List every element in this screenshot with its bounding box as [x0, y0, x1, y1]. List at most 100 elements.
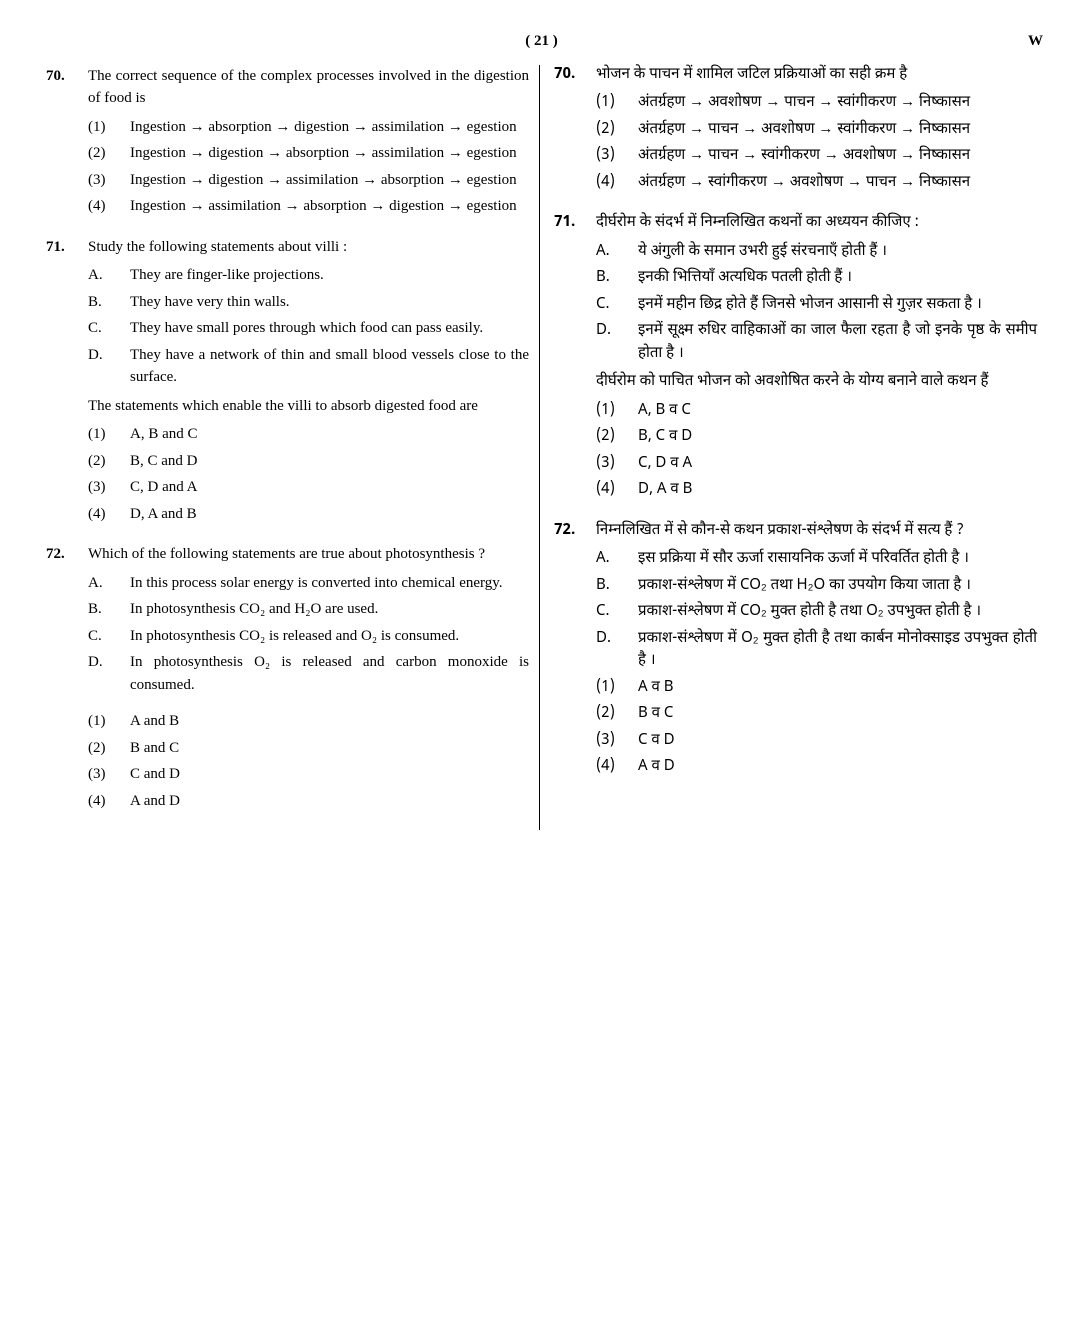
option-text: B and C — [130, 737, 529, 760]
question-body: The correct sequence of the complex proc… — [88, 65, 529, 222]
statement-text: They have small pores through which food… — [130, 317, 529, 340]
question-stem: Study the following statements about vil… — [88, 236, 529, 259]
option: (1)A, B and C — [88, 423, 529, 446]
option-text: C, D and A — [130, 476, 529, 499]
option-label: (1) — [596, 678, 638, 701]
sub-prompt: दीर्घरोम को पाचित भोजन को अवशोषित करने क… — [596, 372, 1037, 395]
option-text: Ingestion → absorption → digestion → ass… — [130, 116, 529, 139]
option: (2)Ingestion → digestion → absorption → … — [88, 142, 529, 165]
option-text: D, A and B — [130, 503, 529, 526]
option-label: (4) — [596, 173, 638, 196]
statement-label: B. — [88, 598, 130, 621]
statement-text: They have very thin walls. — [130, 291, 529, 314]
statement-label: A. — [88, 572, 130, 595]
option-label: (3) — [88, 169, 130, 192]
question-body: भोजन के पाचन में शामिल जटिल प्रक्रियाओं … — [596, 65, 1037, 200]
statement: B.They have very thin walls. — [88, 291, 529, 314]
option-text: अंतर्ग्रहण → अवशोषण → पाचन → स्वांगीकरण … — [638, 93, 1037, 116]
question-stem: निम्नलिखित में से कौन-से कथन प्रकाश-संश्… — [596, 521, 1037, 544]
option-label: (4) — [88, 790, 130, 813]
option-label: (4) — [88, 503, 130, 526]
option-text: B, C व D — [638, 427, 1037, 450]
option-text: A व B — [638, 678, 1037, 701]
question-71-hi: 71. दीर्घरोम के संदर्भ में निम्नलिखित कथ… — [554, 213, 1037, 507]
option: (3)अंतर्ग्रहण → पाचन → स्वांगीकरण → अवशो… — [596, 146, 1037, 169]
statement: D.In photosynthesis O₂ is released and c… — [88, 651, 529, 696]
option: (3)C, D व A — [596, 454, 1037, 477]
option-text: D, A व B — [638, 480, 1037, 503]
option-label: (3) — [88, 476, 130, 499]
page-code: W — [1003, 30, 1043, 53]
statement-label: D. — [596, 321, 638, 366]
option: (1)A and B — [88, 710, 529, 733]
option-label: (4) — [596, 757, 638, 780]
statement-text: इनमें सूक्ष्म रुधिर वाहिकाओं का जाल फैला… — [638, 321, 1037, 366]
statement-text: प्रकाश-संश्लेषण में CO₂ तथा H₂O का उपयोग… — [638, 576, 1037, 599]
statement-text: In photosynthesis CO₂ and H₂O are used. — [130, 598, 529, 621]
option-label: (3) — [596, 454, 638, 477]
statement: C.इनमें महीन छिद्र होते हैं जिनसे भोजन आ… — [596, 295, 1037, 318]
statement: A.इस प्रक्रिया में सौर ऊर्जा रासायनिक ऊर… — [596, 549, 1037, 572]
option: (1)अंतर्ग्रहण → अवशोषण → पाचन → स्वांगीक… — [596, 93, 1037, 116]
question-number: 70. — [46, 65, 88, 222]
statement-label: D. — [88, 651, 130, 696]
question-70-en: 70. The correct sequence of the complex … — [46, 65, 529, 222]
question-number: 72. — [554, 521, 596, 784]
options: (1)A, B व C (2)B, C व D (3)C, D व A (4)D… — [596, 401, 1037, 503]
option-text: C and D — [130, 763, 529, 786]
option-label: (1) — [596, 93, 638, 116]
statement: D.प्रकाश-संश्लेषण में O₂ मुक्त होती है त… — [596, 629, 1037, 674]
option-label: (1) — [596, 401, 638, 424]
option-label: (1) — [88, 710, 130, 733]
option: (4)D, A and B — [88, 503, 529, 526]
statement-label: D. — [596, 629, 638, 674]
option: (3)Ingestion → digestion → assimilation … — [88, 169, 529, 192]
option-label: (2) — [596, 120, 638, 143]
option-text: B, C and D — [130, 450, 529, 473]
statement: B.प्रकाश-संश्लेषण में CO₂ तथा H₂O का उपय… — [596, 576, 1037, 599]
statement-label: A. — [596, 242, 638, 265]
question-number: 71. — [554, 213, 596, 507]
question-71-en: 71. Study the following statements about… — [46, 236, 529, 530]
page-header: ( 21 ) W — [40, 30, 1043, 53]
statement-text: इस प्रक्रिया में सौर ऊर्जा रासायनिक ऊर्ज… — [638, 549, 1037, 572]
option-label: (2) — [596, 704, 638, 727]
question-number: 72. — [46, 543, 88, 816]
option: (1)A व B — [596, 678, 1037, 701]
option-text: B व C — [638, 704, 1037, 727]
options: (1)A and B (2)B and C (3)C and D (4)A an… — [88, 710, 529, 812]
statement: C.They have small pores through which fo… — [88, 317, 529, 340]
question-72-hi: 72. निम्नलिखित में से कौन-से कथन प्रकाश-… — [554, 521, 1037, 784]
option-text: Ingestion → digestion → absorption → ass… — [130, 142, 529, 165]
statement-label: B. — [596, 268, 638, 291]
statement: A.They are finger-like projections. — [88, 264, 529, 287]
option: (2)B and C — [88, 737, 529, 760]
question-body: दीर्घरोम के संदर्भ में निम्नलिखित कथनों … — [596, 213, 1037, 507]
option-label: (1) — [88, 423, 130, 446]
option-label: (3) — [88, 763, 130, 786]
option-label: (2) — [88, 737, 130, 760]
statement-text: प्रकाश-संश्लेषण में CO₂ मुक्त होती है तथ… — [638, 602, 1037, 625]
page-number: ( 21 ) — [80, 30, 1003, 53]
statement-text: In photosynthesis CO₂ is released and O₂… — [130, 625, 529, 648]
option-text: अंतर्ग्रहण → पाचन → स्वांगीकरण → अवशोषण … — [638, 146, 1037, 169]
statement-text: इनकी भित्तियाँ अत्यधिक पतली होती हैं । — [638, 268, 1037, 291]
option-text: अंतर्ग्रहण → पाचन → अवशोषण → स्वांगीकरण … — [638, 120, 1037, 143]
statement: C.In photosynthesis CO₂ is released and … — [88, 625, 529, 648]
question-stem: दीर्घरोम के संदर्भ में निम्नलिखित कथनों … — [596, 213, 1037, 236]
statement: B.इनकी भित्तियाँ अत्यधिक पतली होती हैं । — [596, 268, 1037, 291]
statement-label: A. — [88, 264, 130, 287]
option: (3)C व D — [596, 731, 1037, 754]
question-72-en: 72. Which of the following statements ar… — [46, 543, 529, 816]
two-column-layout: 70. The correct sequence of the complex … — [40, 65, 1043, 831]
option-label: (4) — [596, 480, 638, 503]
option-text: A and D — [130, 790, 529, 813]
option-label: (2) — [596, 427, 638, 450]
options: (1)A व B (2)B व C (3)C व D (4)A व D — [596, 678, 1037, 780]
option: (3)C and D — [88, 763, 529, 786]
statement: D.इनमें सूक्ष्म रुधिर वाहिकाओं का जाल फै… — [596, 321, 1037, 366]
question-body: निम्नलिखित में से कौन-से कथन प्रकाश-संश्… — [596, 521, 1037, 784]
option: (3)C, D and A — [88, 476, 529, 499]
question-body: Study the following statements about vil… — [88, 236, 529, 530]
question-stem: भोजन के पाचन में शामिल जटिल प्रक्रियाओं … — [596, 65, 1037, 88]
